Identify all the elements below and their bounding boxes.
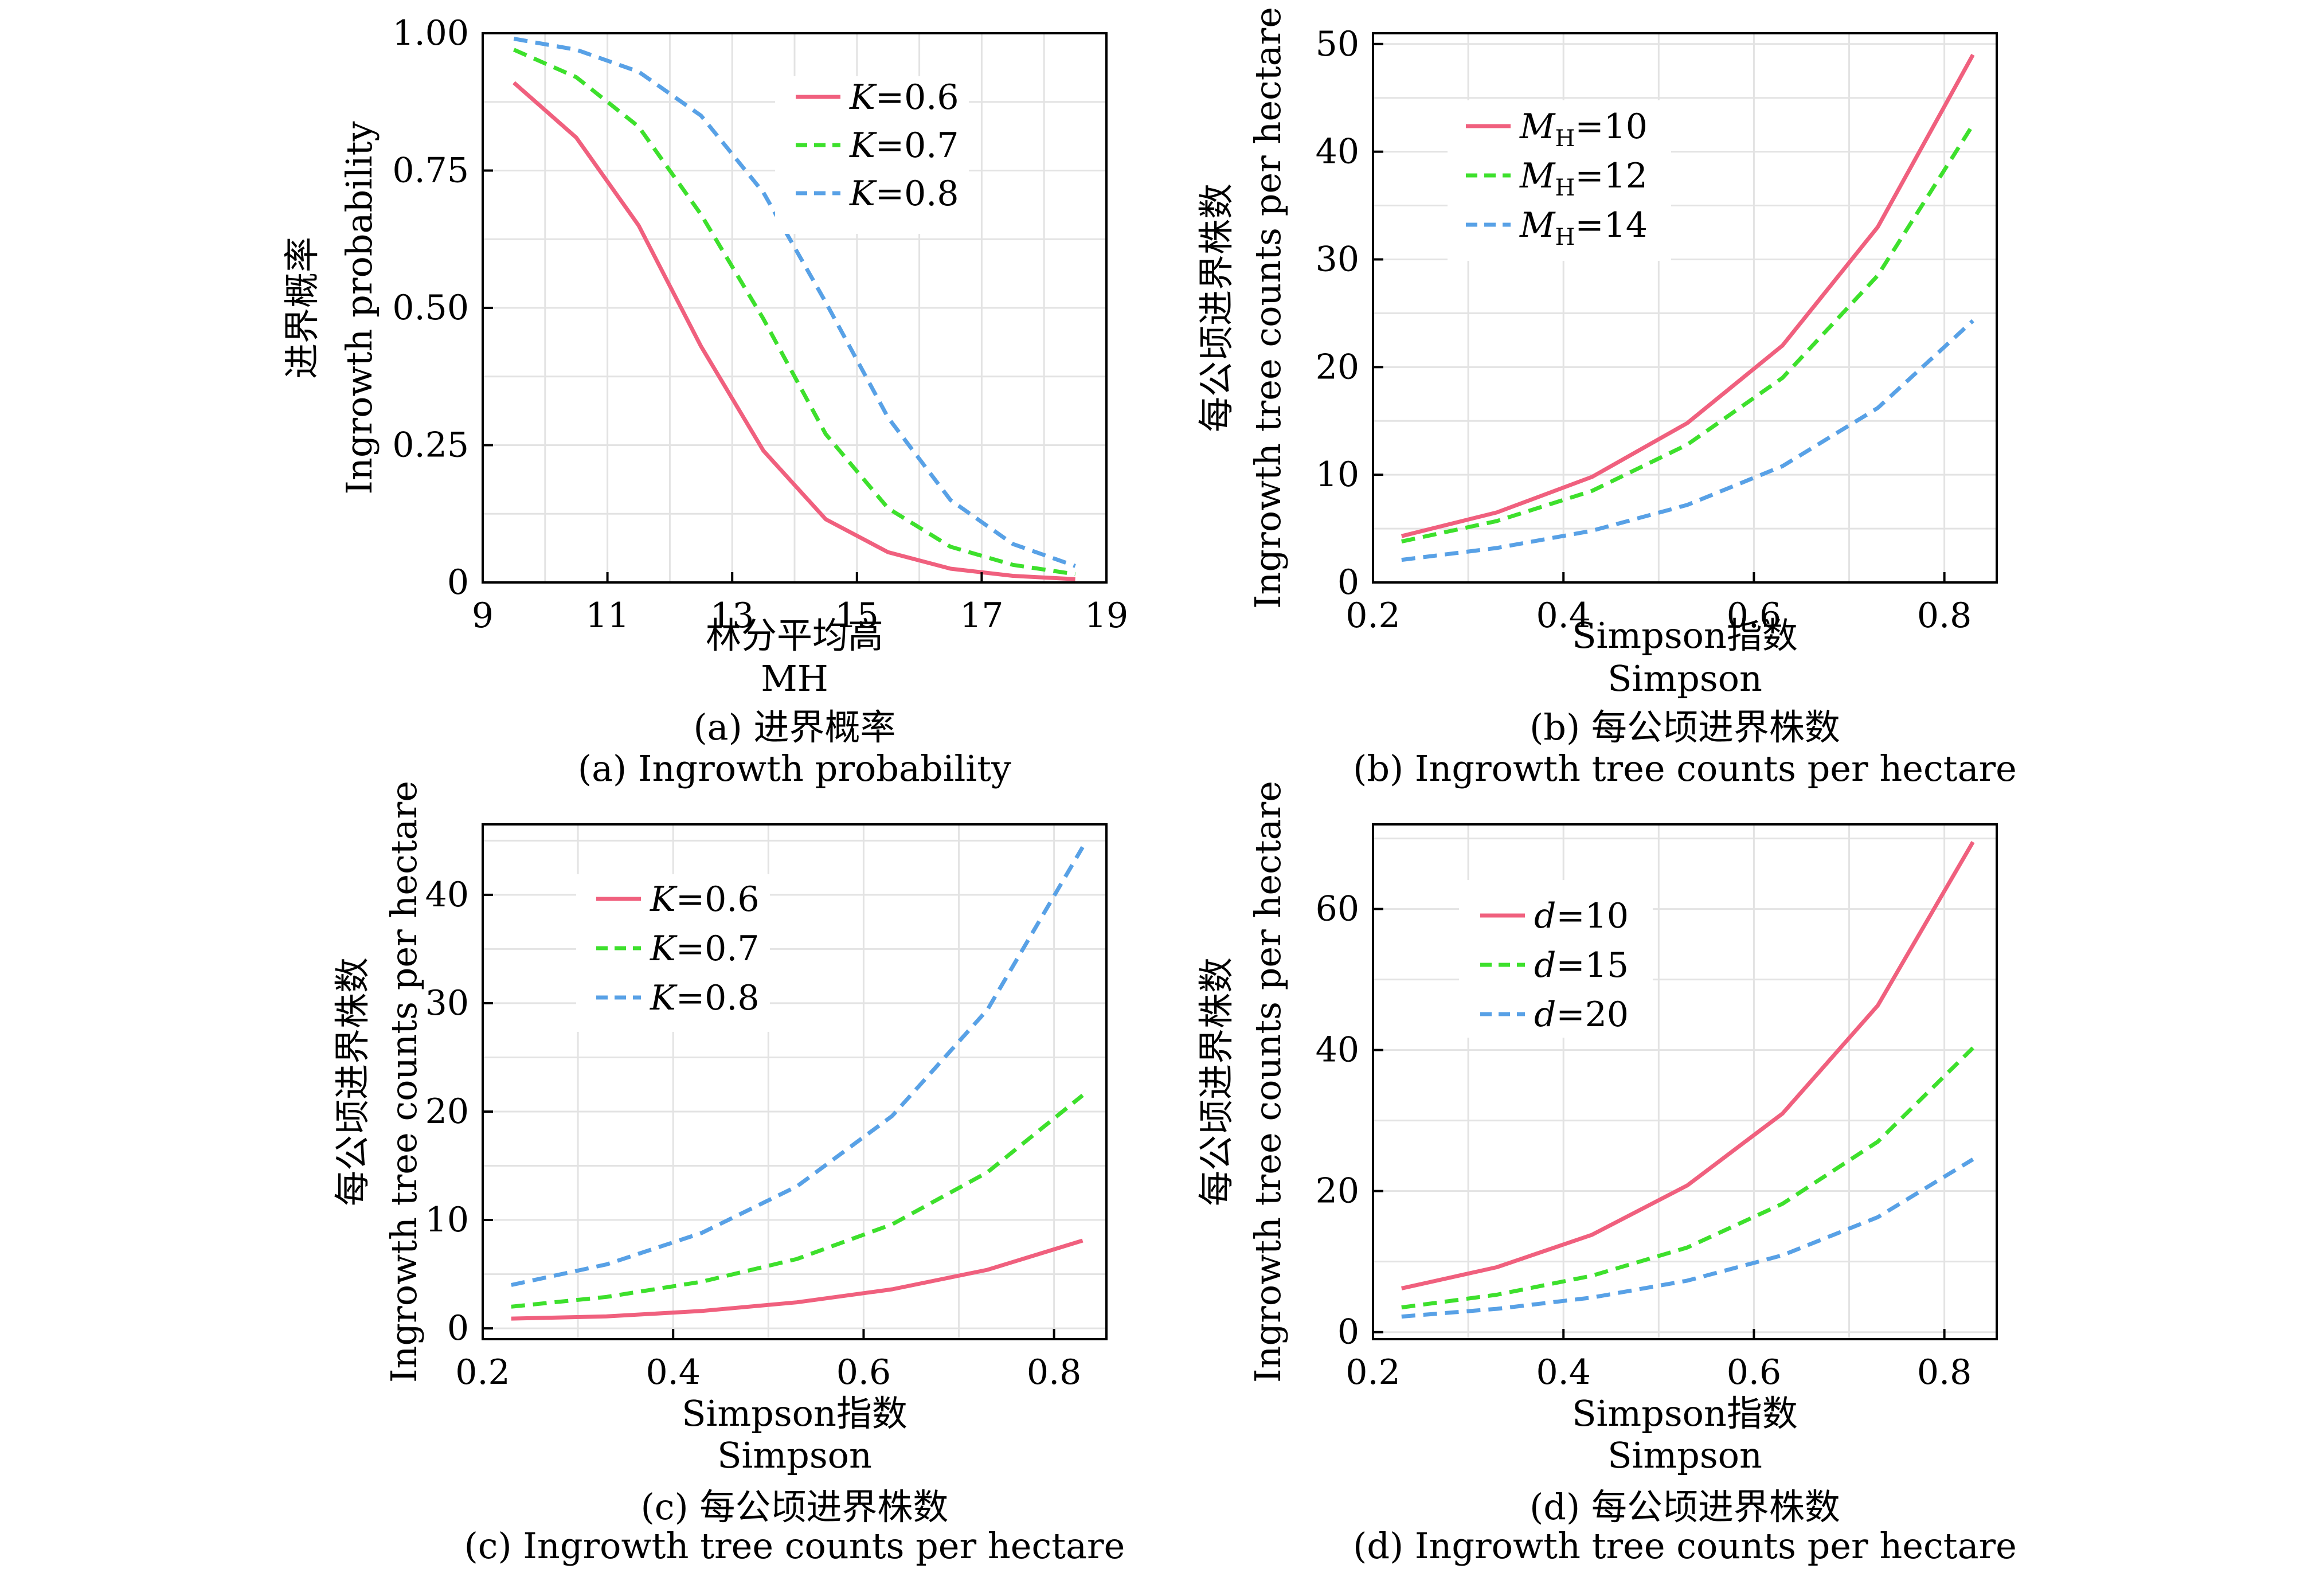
y-tick-label: 20 [1316, 347, 1359, 387]
y-tick-label: 0 [1337, 1312, 1359, 1352]
y-tick-label: 20 [425, 1092, 469, 1132]
y-tick-label: 40 [425, 875, 469, 915]
y-axis-label-cn: 每公顷进界株数 [331, 957, 373, 1206]
y-axis-label-en: Ingrowth probability [338, 121, 380, 494]
series-line-1 [511, 1238, 1083, 1321]
x-tick-label: 0.4 [1536, 1352, 1591, 1392]
legend-entry: K=0.6 [650, 879, 760, 920]
caption-en: (a) Ingrowth probability [578, 748, 1011, 789]
y-tick-label: 1.00 [392, 13, 469, 53]
x-tick-label: 0.4 [646, 1352, 701, 1392]
series-line-3 [511, 846, 1085, 1287]
axis-frame [482, 823, 1108, 1340]
x-tick-label: 0.6 [1727, 1352, 1781, 1392]
y-axis-label-cn: 进界概率 [281, 237, 323, 379]
x-axis-label-en: Simpson [1607, 1434, 1762, 1476]
series-line-2 [1401, 123, 1975, 544]
legend-entry: MH=12 [1519, 156, 1648, 201]
y-axis-label-en: Ingrowth tree counts per hectare [383, 781, 425, 1383]
legend-box [1459, 880, 1653, 1038]
y-axis-label-en: Ingrowth tree counts per hectare [1247, 781, 1289, 1383]
x-axis-label-en: MH [761, 658, 828, 699]
x-axis-label-cn: Simpson指数 [682, 1392, 908, 1434]
caption-cn: (a) 进界概率 [693, 706, 895, 748]
legend-entry: d=15 [1534, 945, 1629, 985]
legend-entry: d=20 [1534, 995, 1629, 1035]
x-tick-label: 0.8 [1917, 596, 1972, 636]
x-tick-label: 19 [1085, 596, 1128, 636]
y-tick-label: 10 [425, 1200, 469, 1240]
axis-frame [1372, 823, 1998, 1340]
x-tick-label: 17 [960, 596, 1003, 636]
series-line-2 [1401, 1046, 1974, 1310]
legend-entry: d=10 [1534, 896, 1629, 936]
x-tick-label: 13 [710, 596, 754, 636]
y-tick-label: 30 [425, 983, 469, 1023]
y-tick-label: 0 [447, 1308, 469, 1348]
y-tick-label: 20 [1316, 1171, 1359, 1211]
y-tick-label: 10 [1316, 455, 1359, 495]
y-axis-label-cn: 每公顷进界株数 [1195, 183, 1237, 432]
series-line-1 [1401, 53, 1975, 538]
legend-entry: K=0.7 [650, 929, 760, 969]
legend-entry: MH=14 [1519, 205, 1648, 251]
y-tick-label: 0.75 [392, 151, 469, 191]
y-tick-label: 0 [1337, 562, 1359, 603]
axis-frame [1372, 32, 1998, 584]
y-tick-label: 0.50 [392, 288, 469, 328]
series-line-2 [511, 1093, 1084, 1309]
caption-en: (c) Ingrowth tree counts per hectare [464, 1525, 1125, 1567]
legend-entry: K=0.6 [849, 77, 959, 118]
x-axis-label-cn: 林分平均高 [706, 615, 883, 656]
x-axis-label-cn: Simpson指数 [1572, 615, 1798, 656]
y-tick-label: 50 [1316, 24, 1359, 64]
legend-box [775, 76, 969, 234]
legend-entry: MH=10 [1519, 107, 1648, 152]
y-axis-label-cn: 每公顷进界株数 [1195, 957, 1237, 1206]
chart-d: 0.2 0.4 0.6 0.8 0 20 40 60 每公顷进界株数 Ingrowth tree … [1195, 781, 2017, 1567]
x-tick-label: 0.6 [1727, 596, 1781, 636]
legend-entry: K=0.8 [849, 174, 959, 214]
x-tick-label: 0.6 [836, 1352, 891, 1392]
y-axis-label-en: Ingrowth tree counts per hectare [1247, 7, 1289, 609]
x-axis-label-en: Simpson [1607, 658, 1762, 699]
legend-entry: K=0.8 [650, 978, 760, 1018]
x-tick-label: 0.8 [1027, 1352, 1081, 1392]
series-line-2 [513, 48, 1076, 577]
x-axis-label-en: Simpson [717, 1434, 872, 1476]
y-tick-label: 30 [1316, 239, 1359, 279]
caption-cn: (d) 每公顷进界株数 [1530, 1486, 1840, 1528]
x-tick-label: 0.2 [455, 1352, 510, 1392]
x-tick-label: 0.2 [1345, 1352, 1400, 1392]
caption-cn: (b) 每公顷进界株数 [1530, 706, 1840, 748]
y-tick-label: 0 [447, 562, 469, 603]
series-line-3 [513, 37, 1076, 568]
caption-cn: (c) 每公顷进界株数 [641, 1486, 949, 1528]
x-tick-label: 0.4 [1536, 596, 1591, 636]
y-tick-label: 40 [1316, 132, 1359, 172]
y-tick-label: 60 [1316, 889, 1359, 929]
x-axis-label-cn: Simpson指数 [1572, 1392, 1798, 1434]
x-tick-label: 11 [585, 596, 629, 636]
series-line-1 [1401, 841, 1975, 1290]
x-tick-label: 9 [472, 596, 494, 636]
chart-b: 0.2 0.4 0.6 0.8 0 10 20 30 40 50 每公顷进界株数 Ingrowth t… [1195, 7, 2017, 789]
y-tick-label: 40 [1316, 1030, 1359, 1070]
x-tick-label: 15 [835, 596, 879, 636]
series-line-3 [1401, 1157, 1974, 1319]
x-tick-label: 0.2 [1345, 596, 1400, 636]
chart-a: 9 11 13 15 17 19 0 0.25 0.50 0.75 1.00 进界概率 Ingrowth… [281, 13, 1128, 789]
x-tick-label: 0.8 [1917, 1352, 1972, 1392]
caption-en: (d) Ingrowth tree counts per hectare [1353, 1525, 2017, 1567]
legend-entry: K=0.7 [849, 126, 959, 166]
series-line-3 [1401, 319, 1974, 562]
caption-en: (b) Ingrowth tree counts per hectare [1353, 748, 2017, 789]
chart-c: 0.2 0.4 0.6 0.8 0 10 20 30 40 每公顷进界株数 Ingrowth tre… [331, 781, 1125, 1567]
y-tick-label: 0.25 [392, 425, 469, 466]
